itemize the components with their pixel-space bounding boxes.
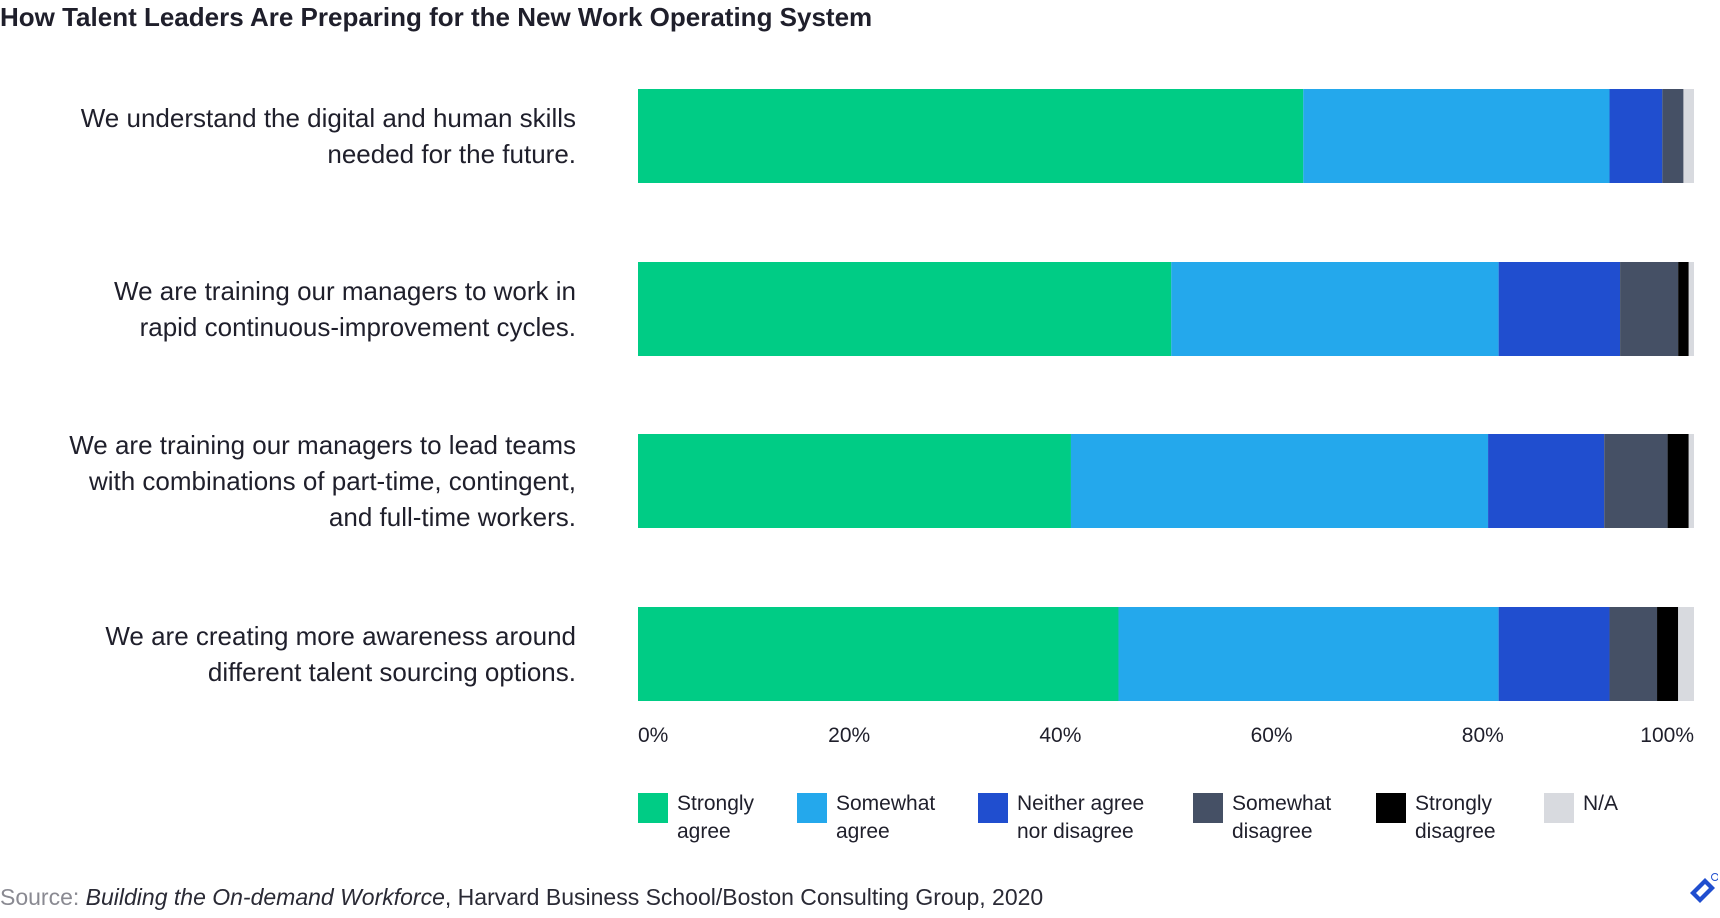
bar-segment — [1688, 262, 1694, 356]
category-label: We are training our managers to lead tea… — [69, 430, 576, 460]
bar-segment — [1620, 262, 1679, 356]
legend-swatch — [1544, 793, 1574, 823]
legend-label: disagree — [1415, 820, 1496, 843]
legend-label: Somewhat — [1232, 792, 1331, 815]
category-label: different talent sourcing options. — [208, 657, 576, 687]
legend-swatch — [1376, 793, 1406, 823]
bar-segment — [638, 262, 1172, 356]
bar-segment — [1657, 607, 1679, 701]
bar-segment — [1498, 262, 1621, 356]
legend-label: N/A — [1583, 792, 1618, 815]
x-tick-label: 100% — [1640, 724, 1694, 747]
category-label: and full-time workers. — [329, 502, 576, 532]
bar-segment — [1118, 607, 1499, 701]
bar-segment — [1667, 434, 1689, 528]
bar-segment — [638, 434, 1071, 528]
bar-segment — [1662, 89, 1684, 183]
legend-swatch — [978, 793, 1008, 823]
toptal-logo-icon — [1690, 873, 1718, 903]
legend-swatch — [797, 793, 827, 823]
bars — [638, 89, 1694, 701]
toptal-logo-shape — [1690, 878, 1715, 903]
legend-label: Somewhat — [836, 792, 935, 815]
bar-segment — [1488, 434, 1605, 528]
source-note: Source: Building the On-demand Workforce… — [0, 884, 1043, 911]
legend: Strongly agree Somewhat agree Neither agree n… — [638, 792, 1618, 843]
bar-segment — [1609, 607, 1658, 701]
bar-segment — [638, 607, 1119, 701]
registered-mark-icon — [1711, 873, 1718, 881]
bar-segment — [1609, 89, 1663, 183]
legend-swatch — [638, 793, 668, 823]
source-prefix: Source: — [0, 884, 80, 910]
legend-swatch — [1193, 793, 1223, 823]
category-label: needed for the future. — [327, 139, 576, 169]
legend-label: nor disagree — [1017, 820, 1134, 843]
legend-label: Strongly — [1415, 792, 1493, 815]
x-tick-label: 20% — [828, 724, 870, 747]
category-label: We are creating more awareness around — [105, 621, 576, 651]
category-label: We understand the digital and human skil… — [81, 103, 576, 133]
legend-label: Strongly — [677, 792, 755, 815]
category-label: with combinations of part-time, continge… — [88, 466, 576, 496]
x-tick-label: 80% — [1462, 724, 1504, 747]
bar-segment — [1688, 434, 1694, 528]
bar-segment — [1683, 89, 1694, 183]
category-label: We are training our managers to work in — [114, 276, 576, 306]
bar-segment — [638, 89, 1304, 183]
chart-title: How Talent Leaders Are Preparing for the… — [0, 2, 872, 32]
bar-segment — [1678, 607, 1694, 701]
x-axis-ticks: 0% 20% 40% 60% 80% 100% — [638, 724, 1694, 747]
legend-label: agree — [677, 820, 731, 843]
bar-segment — [1498, 607, 1610, 701]
legend-label: Neither agree — [1017, 792, 1144, 815]
bar-segment — [1604, 434, 1668, 528]
stacked-bar-chart: How Talent Leaders Are Preparing for the… — [0, 2, 1694, 843]
bar-segment — [1303, 89, 1610, 183]
x-tick-label: 0% — [638, 724, 668, 747]
x-tick-label: 60% — [1251, 724, 1293, 747]
category-labels: We understand the digital and human skil… — [69, 103, 576, 687]
legend-label: agree — [836, 820, 890, 843]
legend-label: disagree — [1232, 820, 1313, 843]
bar-segment — [1678, 262, 1689, 356]
bar-segment — [1171, 262, 1499, 356]
source-title: Building the On-demand Workforce — [85, 884, 445, 910]
category-label: rapid continuous-improvement cycles. — [140, 312, 576, 342]
source-rest: , Harvard Business School/Boston Consult… — [444, 884, 1044, 910]
x-tick-label: 40% — [1039, 724, 1081, 747]
bar-segment — [1070, 434, 1489, 528]
